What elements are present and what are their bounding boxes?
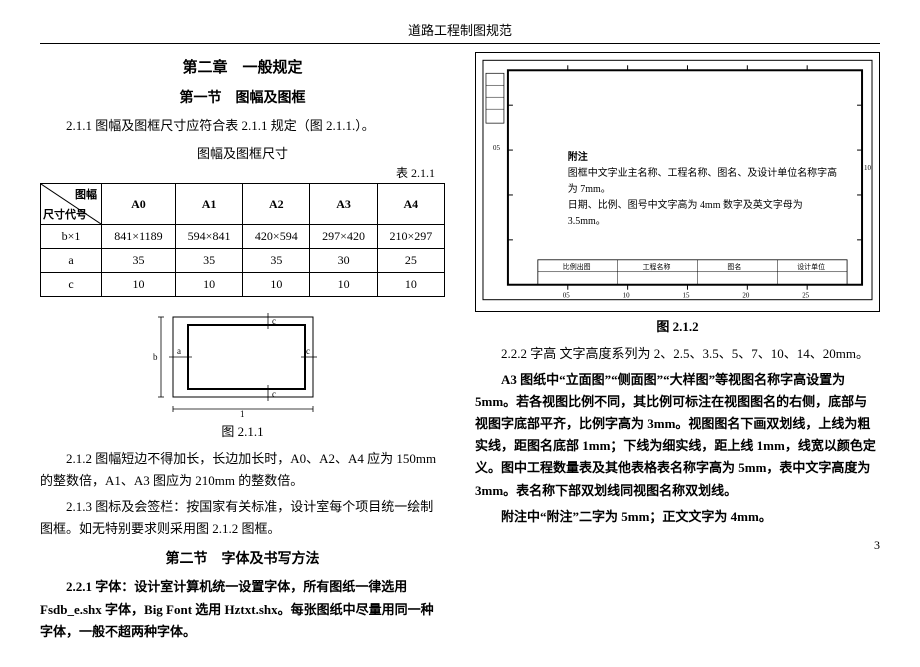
- th-bot-label: 尺寸代号: [43, 206, 87, 222]
- page-header: 道路工程制图规范: [40, 20, 880, 39]
- page-number: 3: [475, 538, 880, 553]
- left-column: 第二章 一般规定 第一节 图幅及图框 2.1.1 图幅及图框尺寸应符合表 2.1…: [40, 52, 445, 647]
- row-label: b×1: [41, 225, 102, 249]
- svg-text:1: 1: [240, 409, 245, 417]
- para-2-2-1: 2.2.1 字体：设计室计算机统一设置字体，所有图纸一律选用 Fsdb_e.sh…: [40, 576, 445, 642]
- row-label: a: [41, 249, 102, 273]
- dimensions-table: 图幅 尺寸代号 A0 A1 A2 A3 A4 b×1 841×1189 594×…: [40, 183, 445, 297]
- table-row: c 10 10 10 10 10: [41, 273, 445, 297]
- figure-2-1-2: 05 10 05 10 15 20 25: [475, 52, 880, 312]
- svg-text:25: 25: [802, 292, 809, 300]
- figure-2-1-1: c a c c b 1: [40, 307, 445, 417]
- two-column-layout: 第二章 一般规定 第一节 图幅及图框 2.1.1 图幅及图框尺寸应符合表 2.1…: [40, 52, 880, 647]
- title-block-diagram-icon: 05 10 05 10 15 20 25: [478, 55, 877, 305]
- cell: 594×841: [175, 225, 242, 249]
- svg-text:工程名称: 工程名称: [643, 262, 671, 271]
- cell: 841×1189: [102, 225, 176, 249]
- col-a4: A4: [377, 184, 444, 225]
- table-number: 表 2.1.1: [40, 164, 435, 181]
- para-2-1-3: 2.1.3 图标及会签栏：按国家有关标准，设计室每个项目统一绘制图框。如无特别要…: [40, 496, 445, 540]
- col-a3: A3: [310, 184, 377, 225]
- para-2-2-2: 2.2.2 字高 文字高度系列为 2、2.5、3.5、5、7、10、14、20m…: [475, 343, 880, 365]
- svg-text:图名: 图名: [727, 262, 741, 271]
- svg-text:b: b: [153, 352, 158, 362]
- para-note: 附注中“附注”二字为 5mm；正文文字为 4mm。: [475, 506, 880, 528]
- cell: 35: [102, 249, 176, 273]
- note-line-1: 图框中文字业主名称、工程名称、图名、及设计单位名称字高为 7mm。: [568, 166, 837, 198]
- section-2-title: 第二节 字体及书写方法: [40, 548, 445, 568]
- svg-text:c: c: [272, 316, 276, 326]
- table-title: 图幅及图框尺寸: [40, 143, 445, 162]
- cell: 297×420: [310, 225, 377, 249]
- cell: 10: [377, 273, 444, 297]
- cell: 10: [175, 273, 242, 297]
- col-a1: A1: [175, 184, 242, 225]
- svg-text:20: 20: [742, 292, 749, 300]
- svg-text:05: 05: [493, 144, 500, 152]
- para-a3: A3 图纸中“立面图”“侧面图”“大样图”等视图名称字高设置为 5mm。若各视图…: [475, 369, 880, 502]
- cell: 10: [102, 273, 176, 297]
- fig-2-1-2-caption: 图 2.1.2: [475, 316, 880, 335]
- table-row: a 35 35 35 30 25: [41, 249, 445, 273]
- svg-text:a: a: [177, 346, 181, 356]
- table-header-row: 图幅 尺寸代号 A0 A1 A2 A3 A4: [41, 184, 445, 225]
- header-rule: [40, 43, 880, 44]
- fig-2-1-1-caption: 图 2.1.1: [40, 421, 445, 440]
- note-line-2: 日期、比例、图号中文字高为 4mm 数字及英文字母为 3.5mm。: [568, 198, 837, 230]
- svg-text:c: c: [272, 389, 276, 399]
- svg-text:比例出图: 比例出图: [563, 262, 591, 271]
- frame-diagram-icon: c a c c b 1: [153, 307, 333, 417]
- cell: 25: [377, 249, 444, 273]
- right-column: 05 10 05 10 15 20 25: [475, 52, 880, 647]
- section-1-title: 第一节 图幅及图框: [40, 87, 445, 107]
- chapter-title: 第二章 一般规定: [40, 56, 445, 77]
- cell: 10: [243, 273, 310, 297]
- cell: 35: [175, 249, 242, 273]
- cell: 210×297: [377, 225, 444, 249]
- col-a0: A0: [102, 184, 176, 225]
- para-2-1-1: 2.1.1 图幅及图框尺寸应符合表 2.1.1 规定（图 2.1.1.）。: [40, 115, 445, 137]
- note-box: 附注 图框中文字业主名称、工程名称、图名、及设计单位名称字高为 7mm。 日期、…: [568, 150, 837, 230]
- svg-text:10: 10: [864, 164, 871, 172]
- svg-text:设计单位: 设计单位: [797, 262, 825, 271]
- cell: 30: [310, 249, 377, 273]
- col-a2: A2: [243, 184, 310, 225]
- table-row: b×1 841×1189 594×841 420×594 297×420 210…: [41, 225, 445, 249]
- cell: 35: [243, 249, 310, 273]
- svg-text:05: 05: [563, 292, 570, 300]
- cell: 10: [310, 273, 377, 297]
- note-title: 附注: [568, 150, 837, 166]
- para-2-1-2: 2.1.2 图幅短边不得加长，长边加长时，A0、A2、A4 应为 150mm 的…: [40, 448, 445, 492]
- table-corner-cell: 图幅 尺寸代号: [41, 184, 102, 225]
- cell: 420×594: [243, 225, 310, 249]
- svg-text:10: 10: [623, 292, 630, 300]
- th-top-label: 图幅: [75, 186, 97, 202]
- svg-text:15: 15: [682, 292, 689, 300]
- svg-text:c: c: [306, 346, 310, 356]
- row-label: c: [41, 273, 102, 297]
